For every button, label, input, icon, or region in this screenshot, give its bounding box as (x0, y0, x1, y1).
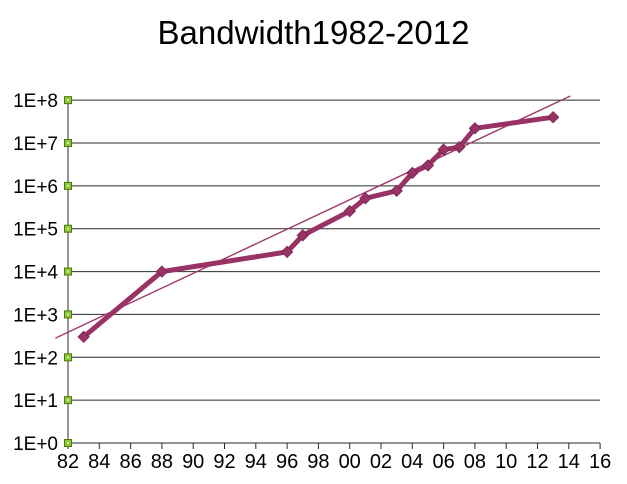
x-axis-label: 90 (182, 451, 204, 473)
data-point-marker (421, 159, 435, 172)
data-point-marker (296, 229, 309, 242)
axis-tick-marker-center (67, 142, 69, 145)
y-axis-label: 1E+6 (13, 177, 58, 198)
y-axis-label: 1E+3 (13, 305, 58, 326)
chart-title: Bandwidth1982-2012 (157, 14, 470, 51)
data-point-marker (359, 192, 372, 205)
y-axis-label: 1E+2 (13, 348, 58, 369)
y-axis-label: 1E+5 (13, 220, 58, 241)
data-point-marker (406, 166, 419, 180)
x-axis-label: 14 (558, 451, 580, 473)
x-axis-label: 86 (119, 451, 141, 473)
x-axis-label: 92 (213, 451, 235, 473)
x-axis-label: 08 (464, 451, 486, 473)
data-point-marker (453, 140, 466, 154)
data-point-marker (77, 330, 90, 344)
y-axis-label: 1E+0 (13, 434, 58, 455)
trendline (55, 95, 571, 339)
x-axis-label: 94 (245, 451, 267, 473)
x-axis-label: 04 (401, 451, 423, 473)
x-axis-label: 00 (339, 451, 361, 473)
x-axis-label: 98 (307, 451, 329, 473)
axis-tick-marker-center (67, 399, 69, 402)
axis-tick-marker-center (67, 227, 69, 230)
axis-tick-marker-center (67, 270, 69, 273)
axis-tick-marker-center (67, 313, 69, 316)
data-point-marker (468, 122, 482, 135)
data-point-marker (437, 143, 450, 156)
x-axis-label: 06 (432, 451, 454, 473)
x-axis-label: 88 (151, 451, 173, 473)
y-axis-label: 1E+7 (13, 134, 58, 155)
x-axis-label: 12 (526, 451, 548, 473)
data-point-marker (155, 265, 169, 278)
axis-tick-marker-center (67, 184, 69, 187)
axis-tick-marker-center (67, 442, 69, 444)
data-point-marker (280, 245, 294, 259)
y-axis-label: 1E+4 (13, 263, 58, 284)
x-axis-label: 02 (370, 451, 392, 473)
x-axis-label: 84 (88, 451, 110, 473)
data-point-marker (343, 205, 356, 218)
y-axis-label: 1E+8 (13, 91, 58, 112)
y-axis-label: 1E+1 (13, 391, 58, 412)
x-axis-label: 82 (57, 451, 79, 473)
x-axis-label: 10 (495, 451, 517, 473)
x-axis-label: 16 (589, 451, 611, 473)
axis-tick-marker-center (67, 356, 69, 359)
bandwidth-series-line (81, 114, 556, 340)
data-point-marker (546, 110, 560, 124)
x-axis-label: 96 (276, 451, 298, 473)
axis-tick-marker-center (67, 99, 69, 102)
data-point-marker (390, 184, 403, 197)
